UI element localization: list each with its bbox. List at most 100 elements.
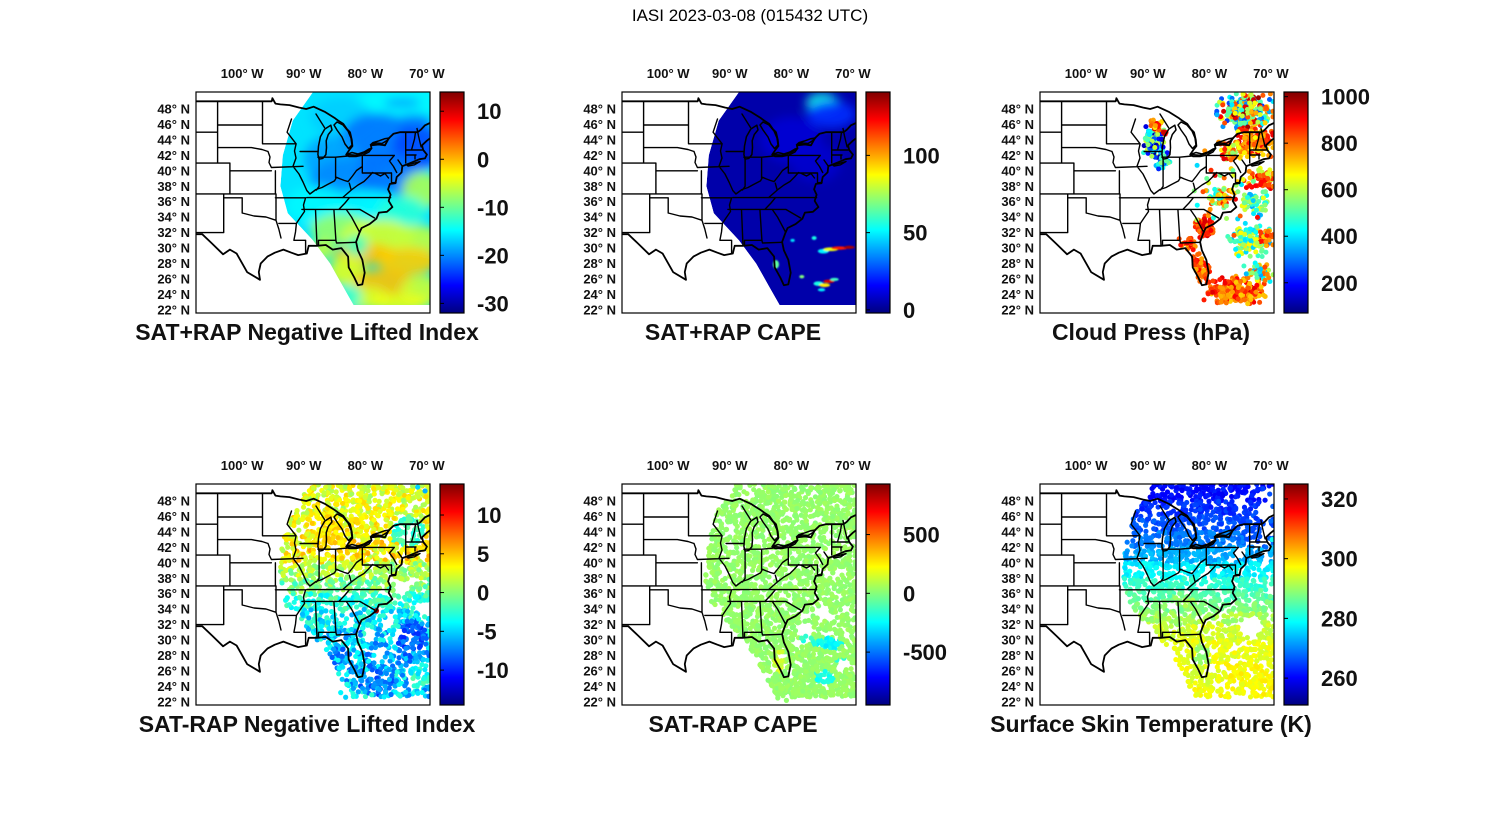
colorbar: 10 5 0 -5 -10: [439, 483, 509, 706]
lat-tick-label: 24° N: [157, 679, 190, 694]
lat-tick-label: 26° N: [1001, 272, 1034, 287]
us-map-outline: [1040, 489, 1274, 679]
lat-tick-label: 22° N: [583, 302, 616, 317]
panel-sat-plus-rap-negative-lifted-index: 100° W 90° W 80° W 70° W 48° N 46° N 44° N 42° …: [134, 52, 542, 364]
lat-tick-label: 38° N: [157, 179, 190, 194]
lat-tick-label: 46° N: [157, 117, 190, 132]
lat-tick-label: 36° N: [583, 586, 616, 601]
lat-tick-label: 22° N: [157, 302, 190, 317]
lat-tick-label: 30° N: [583, 241, 616, 256]
lat-tick-label: 26° N: [583, 272, 616, 287]
colorbar-tick-label: 0: [903, 581, 915, 606]
us-map-outline: [1040, 97, 1274, 287]
colorbar: 500 0 -500: [865, 483, 947, 706]
lat-tick-label: 44° N: [1001, 524, 1034, 539]
lat-tick-label: 42° N: [157, 148, 190, 163]
lat-tick-label: 38° N: [583, 179, 616, 194]
lat-tick-label: 48° N: [583, 102, 616, 117]
lat-tick-label: 30° N: [1001, 241, 1034, 256]
lon-tick-label: 80° W: [348, 458, 384, 473]
lon-tick-label: 100° W: [1065, 458, 1109, 473]
lat-tick-label: 42° N: [1001, 540, 1034, 555]
lat-tick-label: 44° N: [583, 524, 616, 539]
lat-tick-label: 28° N: [157, 256, 190, 271]
sat-minus-rap-cape-plot: 100° W 90° W 80° W 70° W 48° N46° N44° N42° …: [583, 458, 947, 737]
lat-tick-label: 48° N: [1001, 494, 1034, 509]
panel-sat-minus-rap-negative-lifted-index: 100° W 90° W 80° W 70° W 48° N 46° N 44° N 42° …: [134, 444, 542, 756]
lon-tick-label: 80° W: [348, 66, 384, 81]
colorbar-tick-label: 5: [477, 542, 489, 567]
colorbar-tick-label: 0: [477, 581, 489, 606]
lon-tick-label: 90° W: [286, 458, 322, 473]
lon-tick-label: 90° W: [286, 66, 322, 81]
colorbar-tick-label: 320: [1321, 487, 1358, 512]
lat-tick-label: 44° N: [157, 132, 190, 147]
lat-tick-label: 44° N: [157, 524, 190, 539]
lat-tick-label: 32° N: [1001, 617, 1034, 632]
lat-tick-label: 36° N: [157, 194, 190, 209]
lat-tick-label: 36° N: [1001, 194, 1034, 209]
colorbar-tick-label: -30: [477, 291, 509, 316]
lat-tick-label: 36° N: [583, 194, 616, 209]
panel-title: SAT-RAP CAPE: [648, 711, 817, 737]
lat-tick-label: 24° N: [583, 287, 616, 302]
data-layer: [277, 484, 430, 700]
colorbar-tick-label: -500: [903, 640, 947, 665]
lat-tick-label: 42° N: [157, 540, 190, 555]
lat-tick-label: 42° N: [583, 148, 616, 163]
colorbar: 10 0 -10 -20 -30: [439, 91, 509, 316]
lat-tick-label: 22° N: [1001, 694, 1034, 709]
colorbar: 320 300 280 260: [1283, 483, 1358, 706]
lat-tick-label: 28° N: [157, 648, 190, 663]
lon-tick-label: 100° W: [647, 458, 691, 473]
lat-tick-label: 40° N: [1001, 555, 1034, 570]
lat-tick-label: 46° N: [1001, 509, 1034, 524]
panel-title: Cloud Press (hPa): [1052, 319, 1250, 345]
panel-sat-minus-rap-cape: 100° W 90° W 80° W 70° W 48° N 46° N 44° N 42° …: [560, 444, 968, 756]
lat-tick-label: 44° N: [583, 132, 616, 147]
panel-sat-plus-rap-cape: 100° W 90° W 80° W 70° W 48° N 46° N 44° N 42° …: [560, 52, 968, 364]
lon-tick-label: 80° W: [774, 66, 810, 81]
colorbar-tick-label: -10: [477, 195, 509, 220]
lat-tick-label: 28° N: [583, 256, 616, 271]
colorbar-tick-label: 10: [477, 99, 501, 124]
lat-tick-label: 32° N: [157, 225, 190, 240]
lat-tick-label: 26° N: [583, 664, 616, 679]
lon-tick-label: 70° W: [835, 458, 871, 473]
colorbar-tick-label: 500: [903, 523, 940, 548]
us-map-outline: [196, 97, 430, 287]
panel-title: SAT+RAP CAPE: [645, 319, 821, 345]
lat-tick-label: 30° N: [157, 241, 190, 256]
lon-tick-label: 90° W: [1130, 458, 1166, 473]
map-frame: [1039, 483, 1275, 706]
lat-tick-label: 32° N: [1001, 225, 1034, 240]
lat-tick-label: 46° N: [583, 117, 616, 132]
colorbar-tick-label: 50: [903, 221, 927, 246]
lat-tick-label: 48° N: [157, 494, 190, 509]
panel-title: SAT-RAP Negative Lifted Index: [139, 711, 476, 737]
lat-tick-label: 34° N: [583, 210, 616, 225]
lon-tick-label: 80° W: [1192, 458, 1228, 473]
us-map-outline: [622, 489, 856, 679]
lat-tick-label: 44° N: [1001, 132, 1034, 147]
lat-tick-label: 40° N: [157, 163, 190, 178]
colorbar: 100 50 0: [865, 91, 940, 323]
map-frame: [621, 91, 857, 314]
lon-tick-label: 70° W: [1253, 458, 1289, 473]
panel-title: Surface Skin Temperature (K): [990, 711, 1312, 737]
lat-tick-label: 46° N: [157, 509, 190, 524]
lon-tick-label: 70° W: [409, 66, 445, 81]
colorbar: 1000 800 600 400 200: [1283, 85, 1370, 314]
panel-cloud-press: 100° W 90° W 80° W 70° W 48° N 46° N 44° N 42° …: [978, 52, 1386, 364]
lat-tick-label: 48° N: [157, 102, 190, 117]
panel-surface-skin-temperature: 100° W 90° W 80° W 70° W 48° N 46° N 44° N 42° …: [978, 444, 1386, 756]
lat-tick-label: 38° N: [1001, 571, 1034, 586]
lat-tick-label: 32° N: [583, 617, 616, 632]
lon-tick-label: 80° W: [1192, 66, 1228, 81]
surface-skin-temperature-plot: 100° W 90° W 80° W 70° W 48° N46° N44° N42° …: [990, 458, 1358, 737]
map-frame: [621, 483, 857, 706]
sat-plus-rap-cape-plot: 100° W 90° W 80° W 70° W 48° N46° N44° N42° …: [583, 66, 940, 345]
colorbar-tick-label: 800: [1321, 131, 1358, 156]
lat-tick-label: 26° N: [157, 272, 190, 287]
